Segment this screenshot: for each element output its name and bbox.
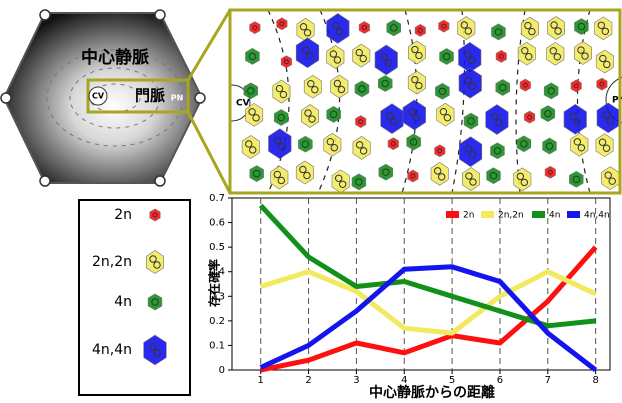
cell bbox=[524, 111, 534, 123]
zoom-connector bbox=[188, 10, 230, 80]
y-tick-label: 0.3 bbox=[209, 291, 225, 302]
central-vein-label: 中心静脈 bbox=[81, 47, 149, 68]
cell bbox=[520, 79, 530, 91]
y-tick-label: 0 bbox=[219, 365, 225, 376]
y-tick-label: 0.5 bbox=[209, 242, 225, 253]
page: {"diagram": {"central_vein_label": "中心静脈… bbox=[0, 0, 622, 403]
legend-swatch bbox=[446, 211, 459, 218]
cell-body bbox=[415, 24, 425, 36]
cell-legend-label: 2n bbox=[114, 207, 132, 223]
cell-legend-label: 4n bbox=[114, 294, 132, 310]
zoom-panel: CV PN bbox=[214, 10, 622, 193]
cell bbox=[150, 209, 160, 221]
cell-body bbox=[277, 18, 287, 30]
cell-body bbox=[435, 145, 445, 157]
cv-label: CV bbox=[92, 92, 105, 101]
cell-body bbox=[439, 20, 449, 32]
cell-legend-label: 4n,4n bbox=[92, 342, 132, 358]
cell-body bbox=[524, 111, 534, 123]
x-tick-label: 1 bbox=[258, 375, 264, 386]
y-tick-label: 0.7 bbox=[209, 193, 225, 204]
x-tick-label: 6 bbox=[497, 375, 503, 386]
cell-body bbox=[408, 170, 418, 182]
cell-body bbox=[496, 50, 506, 62]
cell bbox=[281, 56, 291, 68]
legend-swatch bbox=[567, 211, 580, 218]
x-tick-label: 3 bbox=[353, 375, 359, 386]
cell bbox=[439, 20, 449, 32]
y-tick-label: 0.2 bbox=[209, 316, 225, 327]
cell-body bbox=[597, 78, 607, 90]
cell-body bbox=[359, 22, 369, 34]
x-tick-label: 5 bbox=[449, 375, 455, 386]
cell bbox=[359, 22, 369, 34]
cell bbox=[388, 138, 398, 150]
cell-body bbox=[150, 209, 160, 221]
cell-body bbox=[281, 56, 291, 68]
legend-label: 2n bbox=[463, 211, 474, 221]
cell-body bbox=[520, 79, 530, 91]
y-tick-label: 0.6 bbox=[209, 218, 225, 229]
zoom-connector bbox=[188, 112, 230, 193]
cell bbox=[250, 22, 260, 34]
x-tick-label: 8 bbox=[592, 375, 598, 386]
legend-label: 4n bbox=[549, 211, 560, 221]
cell bbox=[571, 80, 581, 92]
cell bbox=[435, 145, 445, 157]
figure: 中心静脈 CV 門脈 PN CV PN 存在確率 中心静脈からの距離 2n2n,… bbox=[0, 0, 622, 403]
y-tick-label: 0.1 bbox=[209, 340, 225, 351]
x-axis-label: 中心静脈からの距離 bbox=[369, 384, 495, 401]
cell bbox=[356, 116, 366, 128]
legend-swatch bbox=[481, 211, 494, 218]
cell-legend-label: 2n,2n bbox=[92, 254, 132, 270]
y-tick-label: 0.4 bbox=[209, 267, 225, 278]
portal-vein-label: 門脈 bbox=[135, 87, 165, 105]
cell bbox=[545, 166, 555, 178]
cell bbox=[415, 24, 425, 36]
legend-swatch bbox=[532, 211, 545, 218]
x-tick-label: 2 bbox=[305, 375, 311, 386]
pn-label: PN bbox=[171, 94, 184, 103]
legend-label: 4n,4n bbox=[584, 211, 610, 221]
legend-label: 2n,2n bbox=[498, 211, 524, 221]
cell-body bbox=[545, 166, 555, 178]
cell-body bbox=[388, 138, 398, 150]
cell bbox=[277, 18, 287, 30]
cell-body bbox=[250, 22, 260, 34]
cell-body bbox=[571, 80, 581, 92]
cell bbox=[408, 170, 418, 182]
cell-body bbox=[356, 116, 366, 128]
x-tick-label: 7 bbox=[545, 375, 551, 386]
cell-legend bbox=[79, 200, 190, 395]
cell bbox=[496, 50, 506, 62]
zoom-cv-label: CV bbox=[236, 99, 250, 109]
x-tick-label: 4 bbox=[401, 375, 407, 386]
cell bbox=[597, 78, 607, 90]
